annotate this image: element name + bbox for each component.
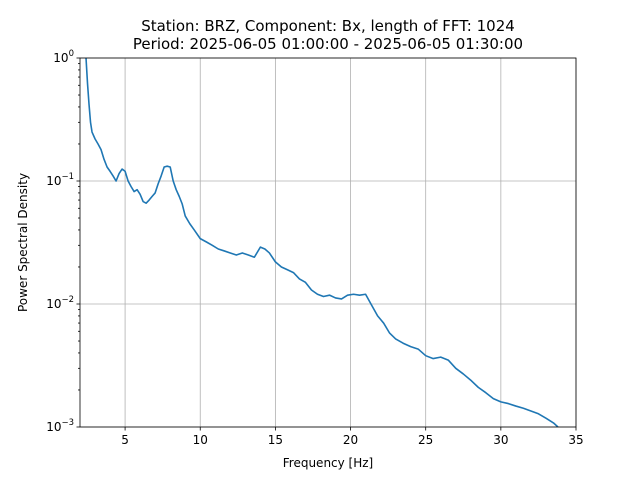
y-tick-label-base: 10 [46,297,61,311]
y-tick-label: 10−3 [46,418,74,434]
plot-frame [79,57,577,428]
x-tick-label: 15 [268,433,283,447]
y-tick-label: 10−2 [46,295,74,311]
y-tick-label-exponent: −1 [61,172,74,182]
x-tick-label: 30 [493,433,508,447]
chart-title-line2: Period: 2025-06-05 01:00:00 - 2025-06-05… [133,35,523,53]
y-axis-label: Power Spectral Density [16,173,30,312]
x-tick-label: 10 [193,433,208,447]
chart-title-line1: Station: BRZ, Component: Bx, length of F… [141,17,515,35]
y-tick-label-exponent: −3 [61,418,74,428]
y-tick-label-base: 10 [53,51,68,65]
y-tick-label: 100 [53,49,74,65]
x-tick-label: 25 [418,433,433,447]
y-tick-label-base: 10 [46,420,61,434]
data-series [85,58,559,427]
y-tick-label: 10−1 [46,172,74,188]
y-tick-label-exponent: 0 [69,49,74,59]
x-tick-label: 5 [121,433,129,447]
y-tick-label-base: 10 [46,174,61,188]
psd-line [85,58,559,427]
x-axis-label: Frequency [Hz] [283,456,374,470]
y-tick-label-exponent: −2 [61,295,74,305]
x-tick-label: 35 [568,433,583,447]
x-tick-label: 20 [343,433,358,447]
